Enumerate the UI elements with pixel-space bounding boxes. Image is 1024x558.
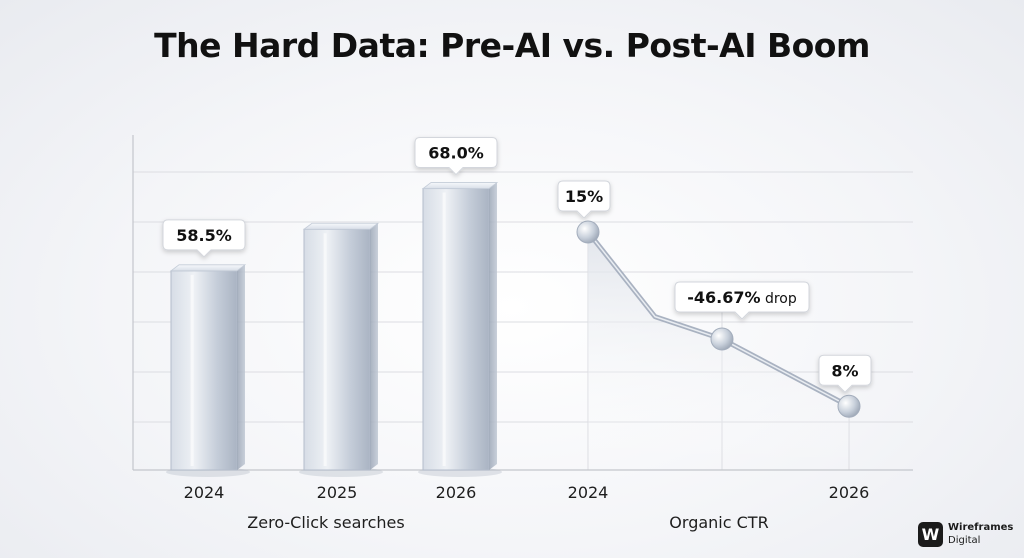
x-tick-label: 2025	[317, 483, 358, 502]
line-area	[588, 231, 849, 470]
x-tick-label: 2026	[829, 483, 870, 502]
line-point	[576, 220, 600, 244]
data-label	[162, 219, 246, 258]
brand-logo: W Wireframes Digital	[918, 521, 1018, 551]
brand-mark-icon: W	[918, 522, 943, 547]
ctr-line-highlight	[587, 231, 850, 407]
line-point	[710, 327, 734, 351]
brand-name: Wireframes Digital	[948, 521, 1013, 547]
x-axis-titles: Zero-Click searches Organic CTR	[247, 513, 768, 532]
x-tick-label: 2024	[568, 483, 609, 502]
bar	[166, 264, 250, 477]
data-labels: 58.5% 68.0% 15% 8% -46.67% drop	[162, 137, 872, 393]
x-tick-label: 2024	[184, 483, 225, 502]
brand-line2: Digital	[948, 535, 981, 546]
data-label	[557, 180, 611, 219]
data-label-text: 8%	[831, 361, 858, 380]
bar-chart-xlabel: Zero-Click searches	[247, 513, 404, 532]
x-tick-label: 2026	[436, 483, 477, 502]
line-chart-xlabel: Organic CTR	[669, 513, 768, 532]
data-label-text: 68.0%	[428, 144, 484, 163]
line-series	[576, 220, 861, 470]
line-point	[837, 394, 861, 418]
bar	[418, 182, 502, 477]
chart-title: The Hard Data: Pre-AI vs. Post-AI Boom	[154, 26, 870, 65]
data-label-text: 15%	[565, 187, 603, 206]
data-label	[414, 137, 498, 176]
data-label-text: 58.5%	[176, 226, 232, 245]
brand-line1: Wireframes	[948, 522, 1014, 533]
x-tick-labels: 2024 2025 2026 2024 2026	[184, 483, 870, 502]
bar-series	[166, 182, 502, 477]
data-label	[818, 354, 872, 393]
data-label	[674, 281, 810, 320]
data-label-text: -46.67% drop	[687, 288, 797, 307]
bar	[299, 222, 383, 477]
